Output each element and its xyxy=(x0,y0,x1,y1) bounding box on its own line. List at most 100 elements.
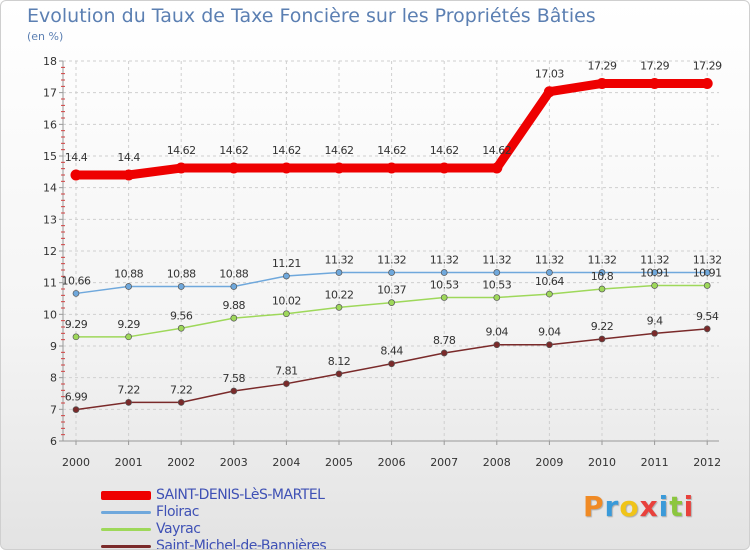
data-label: 14.62 xyxy=(167,144,196,157)
series-point-1 xyxy=(335,269,343,276)
data-label: 14.4 xyxy=(117,151,140,164)
axis-layer: 6 7 8 9 10 11 12 13 14 15 16 17 18 2000 2001 2002 2003 20… xyxy=(43,55,721,469)
data-label: 14.62 xyxy=(482,144,511,157)
data-label: 10.02 xyxy=(272,295,301,308)
data-label: 8.44 xyxy=(380,345,403,358)
data-label-layer: 14.4 14.4 14.62 14.62 14.62 14.62 14.62 14.62 14… xyxy=(62,59,723,403)
logo-letter: x xyxy=(639,490,659,523)
series-point-0 xyxy=(491,162,503,174)
series-point-0 xyxy=(438,162,450,174)
series-point-2 xyxy=(335,304,343,311)
series-point-1 xyxy=(440,269,448,276)
series-point-0 xyxy=(70,169,82,181)
data-label: 11.32 xyxy=(377,254,406,267)
series-point-1 xyxy=(125,283,132,290)
series-point-3 xyxy=(335,370,343,378)
data-label: 10.66 xyxy=(62,274,91,287)
series-point-2 xyxy=(703,282,711,289)
series-point-0 xyxy=(333,162,345,174)
series-point-3 xyxy=(388,360,395,368)
legend-label: SAINT-DENIS-LèS-MARTEL xyxy=(156,487,325,503)
series-point-0 xyxy=(123,169,135,181)
data-label: 14.4 xyxy=(65,151,88,164)
x-tick-label: 2000 xyxy=(62,456,90,469)
data-label: 11.32 xyxy=(588,254,617,267)
data-label: 9.4 xyxy=(647,314,663,327)
logo-letter: o xyxy=(619,490,640,523)
series-point-3 xyxy=(440,349,448,357)
data-label: 10.88 xyxy=(114,267,143,280)
data-label: 14.62 xyxy=(272,144,301,157)
data-label: 17.29 xyxy=(693,59,722,72)
data-label: 10.8 xyxy=(591,270,614,283)
y-tick-label: 10 xyxy=(43,308,57,321)
data-label: 10.91 xyxy=(640,267,669,280)
data-label: 17.29 xyxy=(640,59,669,72)
x-tick-label: 2007 xyxy=(430,456,458,469)
series-point-3 xyxy=(125,399,132,406)
data-label: 7.22 xyxy=(117,383,140,396)
series-point-1 xyxy=(546,269,553,276)
series-point-2 xyxy=(72,333,80,341)
series-point-3 xyxy=(598,335,606,343)
data-label: 11.32 xyxy=(535,254,564,267)
data-label: 9.88 xyxy=(223,299,246,312)
data-label: 10.88 xyxy=(167,267,196,280)
data-label: 11.21 xyxy=(272,257,301,270)
x-tick-label: 2003 xyxy=(220,456,248,469)
x-tick-label: 2008 xyxy=(483,456,511,469)
proxiti-logo: Proxiti xyxy=(583,490,694,523)
data-label: 14.62 xyxy=(430,144,459,157)
y-tick-label: 11 xyxy=(43,277,57,290)
data-label: 9.29 xyxy=(117,318,140,331)
data-label: 8.12 xyxy=(328,355,351,368)
series-point-3 xyxy=(283,380,290,388)
legend-swatch xyxy=(101,491,151,500)
series-point-2 xyxy=(546,290,553,298)
series-point-3 xyxy=(493,341,501,349)
series-point-1 xyxy=(651,269,658,276)
data-label: 10.88 xyxy=(219,267,248,280)
series-point-1 xyxy=(177,283,185,290)
series-point-3 xyxy=(546,341,553,349)
series-point-3 xyxy=(177,399,185,406)
data-label: 9.04 xyxy=(486,326,509,339)
y-tick-label: 7 xyxy=(50,403,57,416)
series-point-3 xyxy=(703,325,711,333)
series-point-1 xyxy=(72,290,80,297)
x-tick-label: 2011 xyxy=(641,456,669,469)
y-tick-label: 6 xyxy=(50,435,57,448)
series-point-3 xyxy=(72,406,80,413)
logo-letter: t xyxy=(669,490,684,523)
x-tick-label: 2004 xyxy=(272,456,300,469)
y-tick-label: 16 xyxy=(43,118,57,131)
series-point-0 xyxy=(649,77,661,89)
logo-letter: i xyxy=(683,490,695,523)
data-label: 17.03 xyxy=(535,68,564,81)
x-tick-label: 2001 xyxy=(115,456,143,469)
data-label: 9.22 xyxy=(591,320,614,333)
legend-swatch xyxy=(101,545,151,548)
x-tick-label: 2005 xyxy=(325,456,353,469)
series-point-2 xyxy=(651,282,658,289)
data-label: 9.56 xyxy=(170,309,193,322)
data-label: 10.64 xyxy=(535,275,564,288)
data-label: 14.62 xyxy=(325,144,354,157)
series-point-1 xyxy=(230,283,238,290)
data-label: 7.22 xyxy=(170,383,193,396)
series-point-1 xyxy=(703,269,711,276)
legend-label: Vayrac xyxy=(156,521,201,537)
data-label: 11.32 xyxy=(430,254,459,267)
data-label: 10.53 xyxy=(482,279,511,292)
legend-swatch xyxy=(101,528,151,531)
series-point-2 xyxy=(125,333,132,341)
x-tick-label: 2012 xyxy=(693,456,721,469)
data-label: 11.32 xyxy=(482,254,511,267)
series-layer xyxy=(70,77,713,413)
x-tick-label: 2010 xyxy=(588,456,616,469)
data-label: 11.32 xyxy=(640,254,669,267)
series-point-3 xyxy=(230,387,238,395)
series-point-1 xyxy=(598,269,606,276)
series-point-0 xyxy=(386,162,398,174)
